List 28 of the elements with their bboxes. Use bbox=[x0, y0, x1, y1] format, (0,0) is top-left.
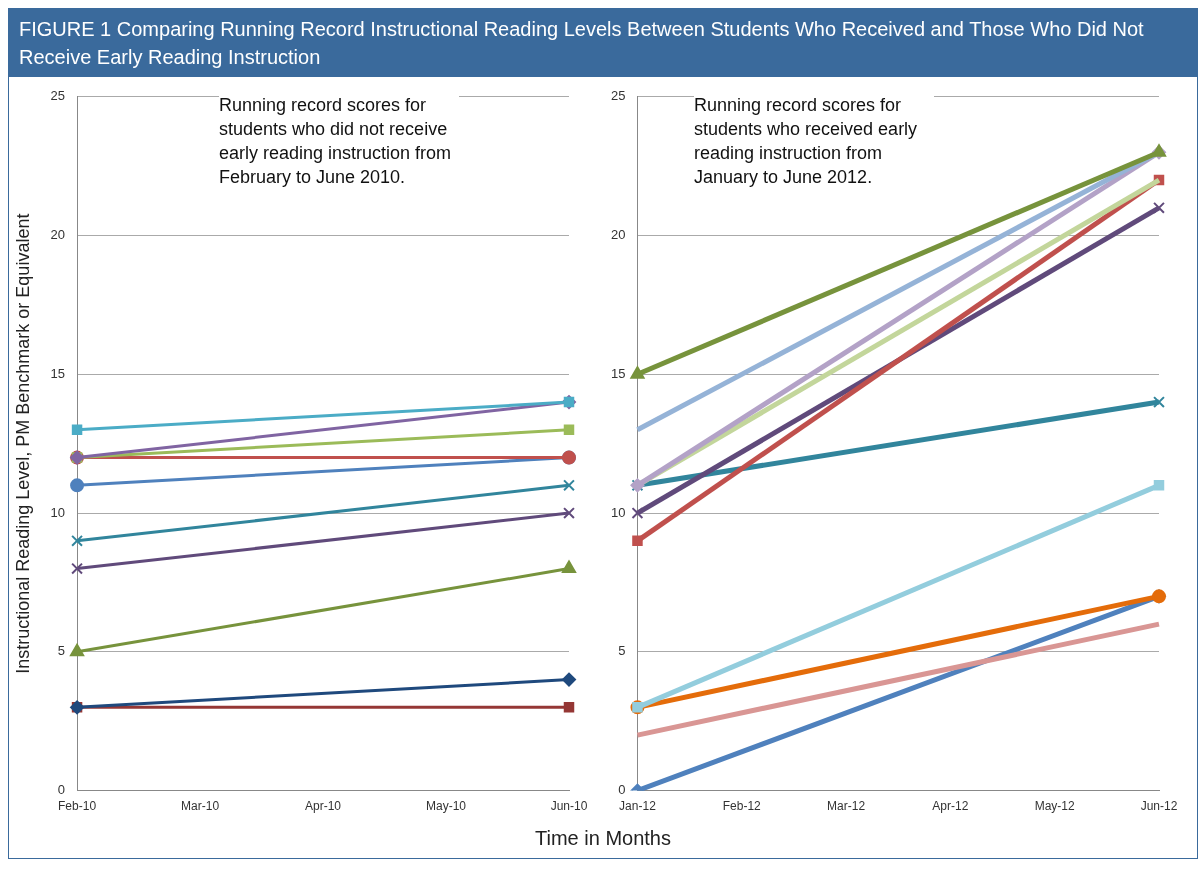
chart-title: FIGURE 1 Comparing Running Record Instructional Reading Levels Between Students Who Received and Those Who Did Not Receive Early Reading Instruction bbox=[9, 9, 1197, 77]
y-tick-label: 25 bbox=[610, 88, 626, 104]
x-tick-label: Mar-12 bbox=[827, 799, 866, 814]
x-tick-label: May-10 bbox=[426, 799, 467, 814]
annotation: Running record scores for students who did not receive early reading instruction from February to June 2010. bbox=[219, 93, 459, 189]
y-tick-label: 5 bbox=[57, 643, 66, 659]
x-tick-label: Jun-12 bbox=[1140, 799, 1178, 814]
y-tick-label: 10 bbox=[50, 504, 66, 520]
x-tick-label: Jan-12 bbox=[619, 799, 657, 814]
x-tick-label: Feb-10 bbox=[58, 799, 97, 814]
x-tick-label: Apr-12 bbox=[932, 799, 969, 814]
x-axis-title: Time in Months bbox=[534, 826, 672, 851]
x-tick-label: Mar-10 bbox=[181, 799, 220, 814]
y-tick-label: 15 bbox=[610, 365, 626, 381]
y-tick-label: 0 bbox=[618, 782, 626, 798]
x-tick-label: Jun-10 bbox=[550, 799, 588, 814]
y-tick-label: 20 bbox=[50, 227, 66, 243]
y-tick-label: 25 bbox=[50, 88, 66, 104]
y-tick-label: 20 bbox=[610, 227, 626, 243]
y-tick-label: 5 bbox=[618, 643, 626, 659]
y-tick-label: 0 bbox=[57, 782, 66, 798]
annotation: Running record scores for students who received early reading instruction from January to June 2012. bbox=[694, 93, 934, 189]
y-tick-label: 15 bbox=[50, 365, 66, 381]
x-tick-label: Feb-12 bbox=[722, 799, 762, 814]
x-tick-label: Apr-10 bbox=[305, 799, 342, 814]
x-tick-label: May-12 bbox=[1034, 799, 1076, 814]
y-axis-title: Instructional Reading Level, PM Benchmark or Equivalent bbox=[12, 213, 33, 674]
y-tick-label: 10 bbox=[610, 504, 626, 520]
